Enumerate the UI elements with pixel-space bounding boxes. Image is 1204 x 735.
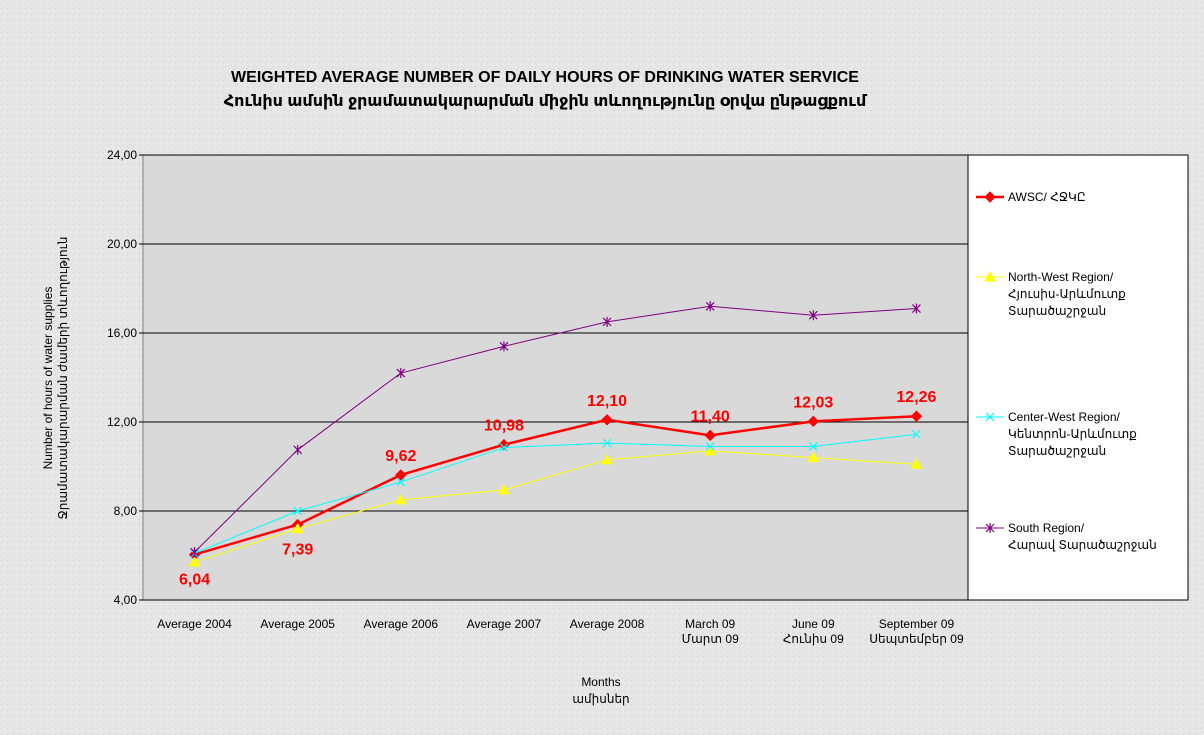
marker	[293, 506, 303, 516]
x-tick-label: June 09 Հունիս 09	[783, 617, 844, 646]
marker	[704, 444, 717, 456]
y-tick-label: 4,00	[114, 593, 138, 607]
marker	[396, 477, 406, 487]
marker	[912, 303, 921, 314]
y-tick-label: 16,00	[107, 326, 137, 340]
marker	[705, 301, 715, 312]
data-label: 12,26	[896, 389, 936, 406]
marker	[601, 414, 613, 426]
chart-title: WEIGHTED AVERAGE NUMBER OF DAILY HOURS O…	[231, 69, 859, 86]
legend-box	[967, 154, 1189, 601]
marker	[396, 368, 406, 379]
data-label: 12,03	[793, 394, 833, 411]
legend-label: North-West Region/Հյուսիս-Արևմուտք Տարածա…	[1008, 270, 1126, 318]
legend-marker	[985, 523, 995, 533]
marker	[912, 429, 921, 439]
marker	[602, 438, 612, 448]
legend-label: AWSC/ ՀՋԿԸ	[1008, 190, 1086, 204]
y-axis-label: Number of hours of water supplies	[41, 287, 55, 470]
data-label: 12,10	[587, 393, 627, 410]
marker	[293, 444, 303, 455]
legend-marker	[984, 270, 996, 282]
marker	[291, 522, 304, 534]
series-line	[194, 433, 917, 554]
series-line	[194, 450, 917, 563]
x-axis-label: ամիսներ	[572, 692, 629, 706]
marker	[602, 316, 612, 327]
x-tick-label: Average 2004	[157, 617, 232, 631]
marker	[499, 443, 509, 453]
legend-marker	[985, 412, 995, 422]
y-tick-label: 20,00	[107, 237, 137, 251]
data-label: 10,98	[484, 418, 524, 435]
x-tick-label: March 09 Մարտ 09	[682, 617, 739, 646]
marker	[498, 483, 510, 495]
y-tick-label: 8,00	[114, 504, 138, 518]
x-tick-label: Average 2006	[364, 617, 439, 631]
marker	[498, 438, 510, 451]
y-tick-label: 24,00	[107, 148, 137, 162]
legend-label: South Region/Հարավ Տարածաշրջան	[1008, 521, 1157, 552]
data-label: 9,62	[385, 448, 416, 465]
marker	[394, 493, 407, 505]
marker	[807, 451, 820, 463]
marker	[601, 453, 613, 465]
marker	[705, 442, 715, 451]
data-label: 6,04	[179, 572, 210, 589]
marker	[395, 469, 407, 481]
x-tick-label: Average 2005	[260, 617, 335, 631]
marker	[188, 556, 201, 567]
plot-area	[142, 154, 969, 601]
legend-label: Center-West Region/Կենտրոն-Արևմուտք Տարած…	[1008, 410, 1137, 458]
series-line	[194, 414, 917, 556]
marker	[190, 547, 199, 558]
marker	[808, 310, 818, 321]
x-tick-label: Average 2007	[467, 617, 542, 631]
marker	[808, 442, 818, 451]
marker	[910, 458, 923, 469]
x-tick-label: September 09 Սեպտեմբեր 09	[869, 617, 964, 646]
y-axis-label: Ջրամատակարարման ժամերի տևողություն	[56, 237, 70, 520]
y-tick-label: 12,00	[107, 415, 137, 429]
x-axis-label: Months	[581, 675, 620, 689]
chart-subtitle: Հունիս ամսին ջրամատակարարման միջին տևողո…	[224, 93, 868, 110]
marker	[704, 429, 716, 442]
data-label: 7,39	[282, 542, 313, 559]
marker	[807, 415, 820, 428]
x-tick-label: Average 2008	[570, 617, 645, 631]
marker	[910, 410, 923, 422]
legend-marker	[984, 191, 996, 203]
data-label: 11,40	[691, 408, 730, 425]
marker	[499, 341, 509, 352]
series-line	[194, 305, 917, 553]
